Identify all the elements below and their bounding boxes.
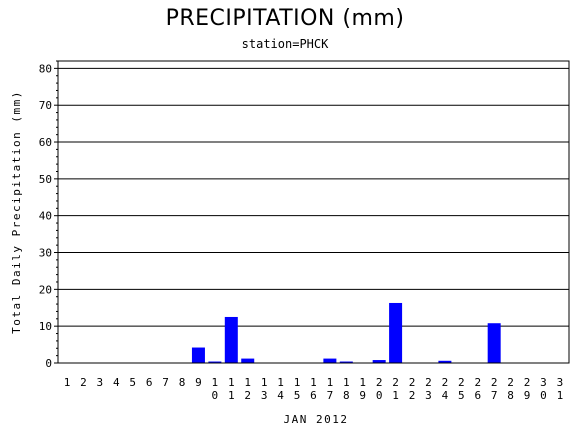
y-tick-label: 60: [39, 136, 52, 149]
x-tick-label: 1: [64, 376, 71, 389]
x-tick-label: 2: [80, 376, 87, 389]
bar-day-12: [241, 358, 255, 363]
x-axis-title: JAN 2012: [284, 413, 349, 426]
bar-day-18: [339, 361, 353, 363]
y-tick-label: 50: [39, 173, 52, 186]
y-tick-label: 10: [39, 320, 52, 333]
y-tick-label: 30: [39, 247, 52, 260]
y-tick-label: 40: [39, 210, 52, 223]
x-axis-ticks: 1 2 3 4 5 6 7 8 9 1 01 11 21 31 41 51 61 71 81 92 02 12 22 32 42…: [64, 376, 564, 402]
bar-day-9: [191, 347, 205, 363]
x-tick-label: 9: [195, 376, 202, 389]
bar-day-21: [389, 302, 403, 363]
y-tick-label: 0: [45, 357, 52, 370]
y-tick-label: 20: [39, 283, 52, 296]
bar-day-11: [224, 316, 238, 363]
x-tick-label: 4: [113, 376, 120, 389]
y-axis-ticks: 0 10 20 30 40 50 60 70 80: [39, 60, 58, 370]
grid-lines: [58, 67, 569, 327]
bar-day-27: [487, 323, 501, 363]
x-tick-label: 3: [97, 376, 104, 389]
y-tick-label: 70: [39, 99, 52, 112]
x-tick-label: 7: [162, 376, 169, 389]
chart-subtitle: station=PHCK: [241, 37, 329, 51]
plot-frame: [57, 60, 570, 364]
chart-title: PRECIPITATION (mm): [165, 6, 405, 31]
bar-series: [191, 302, 501, 363]
bar-day-17: [323, 358, 337, 363]
bar-day-24: [438, 360, 452, 363]
bar-day-20: [372, 360, 386, 363]
bar-day-10: [208, 361, 222, 363]
y-tick-label: 80: [39, 62, 52, 75]
x-tick-label: 5: [129, 376, 136, 389]
x-tick-label: 8: [179, 376, 186, 389]
x-tick-label: 6: [146, 376, 153, 389]
y-axis-title: Total Daily Precipitation (mm): [10, 90, 23, 334]
